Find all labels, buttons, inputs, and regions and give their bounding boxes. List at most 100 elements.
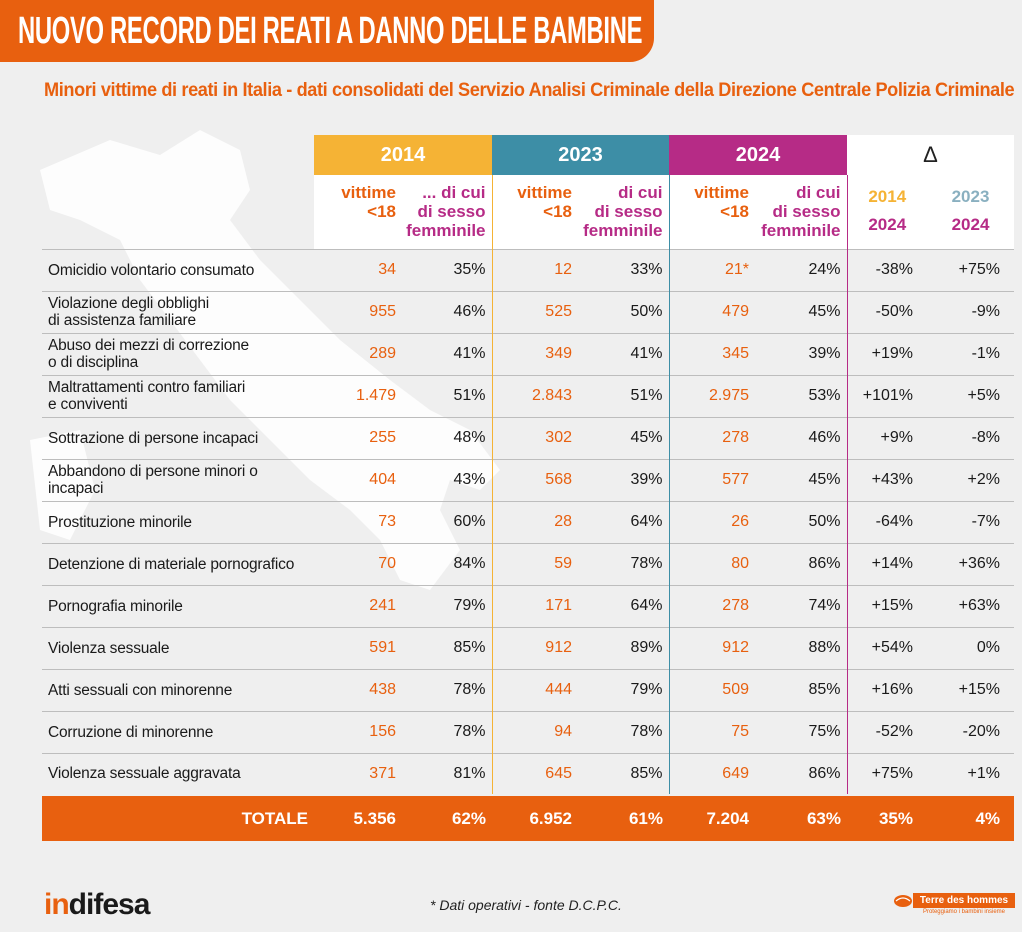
cell-2023-victims: 171 [491, 584, 578, 627]
delta-header: Δ [847, 135, 1015, 175]
cell-2023-female: 45% [578, 416, 669, 459]
cell-2014-victims: 156 [314, 710, 402, 753]
crime-label: Omicidio volontario consumato [42, 248, 314, 291]
cell-2024-victims: 278 [668, 416, 755, 459]
crime-label: Violenza sessuale aggravata [42, 752, 314, 795]
total-2014-female: 62% [402, 794, 492, 841]
cell-delta-2014-2024: -38% [846, 248, 927, 291]
cell-delta-2023-2024: +63% [927, 584, 1015, 627]
cell-2024-female: 39% [755, 332, 847, 375]
table-body: Omicidio volontario consumato 34 35% 12 33% 2… [42, 248, 1015, 795]
indifesa-logo: indifesa [44, 888, 150, 921]
subheader-2024-victims: vittime <18 [668, 175, 755, 249]
cell-2024-female: 85% [755, 668, 847, 711]
cell-2024-female: 86% [755, 542, 847, 585]
crime-label: Maltrattamenti contro familiari e convive… [42, 374, 314, 417]
cell-2023-female: 64% [578, 500, 669, 543]
crime-label-line: Detenzione di materiale pornografico [48, 555, 295, 573]
subheader-delta-2023-2024: 2023 2024 [927, 175, 1015, 249]
cell-2023-female: 78% [578, 542, 669, 585]
cell-2024-female: 88% [755, 626, 847, 669]
cell-2023-female: 39% [578, 458, 669, 501]
cell-2024-victims: 278 [668, 584, 755, 627]
cell-2024-female: 45% [755, 290, 847, 333]
cell-2023-female: 50% [578, 290, 669, 333]
cell-delta-2014-2024: +16% [846, 668, 927, 711]
cell-delta-2014-2024: +15% [846, 584, 927, 627]
cell-2024-victims: 912 [668, 626, 755, 669]
cell-2024-victims: 479 [668, 290, 755, 333]
cell-2023-female: 85% [578, 752, 669, 795]
cell-2014-female: 81% [402, 752, 492, 795]
cell-2024-female: 50% [755, 500, 847, 543]
subheader-2024-female: di cui di sesso femminile [755, 175, 847, 249]
cell-2014-victims: 1.479 [314, 374, 402, 417]
cell-delta-2023-2024: +1% [927, 752, 1015, 795]
cell-2014-female: 41% [402, 332, 492, 375]
crime-label-line: Abuso dei mezzi di correzione [48, 337, 249, 354]
subheader-2023-female: di cui di sesso femminile [578, 175, 669, 249]
cell-2024-female: 45% [755, 458, 847, 501]
crime-label: Abuso dei mezzi di correzione o di discip… [42, 332, 314, 375]
header-spacer [42, 135, 314, 175]
cell-2024-female: 53% [755, 374, 847, 417]
total-row: TOTALE 5.356 62% 6.952 61% 7.204 63% 35%… [42, 794, 1015, 841]
crime-label-line: Abbandono di persone minori o incapaci [48, 463, 258, 497]
cell-2024-victims: 649 [668, 752, 755, 795]
crime-label-line: di assistenza familiare [48, 312, 196, 329]
cell-2014-victims: 404 [314, 458, 402, 501]
cell-2023-victims: 2.843 [491, 374, 578, 417]
title-banner: NUOVO RECORD DEI REATI A DANNO DELLE BAM… [0, 0, 654, 62]
subheader-2023-victims: vittime <18 [491, 175, 578, 249]
crime-label-line: Sottrazione di persone incapaci [48, 429, 259, 447]
cell-2023-victims: 12 [491, 248, 578, 291]
cell-delta-2023-2024: +15% [927, 668, 1015, 711]
cell-2014-victims: 255 [314, 416, 402, 459]
cell-2023-female: 78% [578, 710, 669, 753]
cell-2024-victims: 509 [668, 668, 755, 711]
crime-label: Abbandono di persone minori o incapaci [42, 458, 314, 501]
crime-label: Corruzione di minorenne [42, 710, 314, 753]
cell-2014-female: 35% [402, 248, 492, 291]
cell-delta-2014-2024: -64% [846, 500, 927, 543]
cell-delta-2023-2024: 0% [927, 626, 1015, 669]
year-header-2014: 2014 [314, 135, 492, 175]
cell-2024-female: 75% [755, 710, 847, 753]
crime-label-line: Violenza sessuale aggravata [48, 765, 241, 783]
subheader-2014-female: ... di cui di sesso femminile [402, 175, 492, 249]
subheader-2014-victims: vittime <18 [314, 175, 402, 249]
cell-2023-female: 33% [578, 248, 669, 291]
table-row: Prostituzione minorile 73 60% 28 64% 26 50% -64… [42, 500, 1015, 543]
table-row: Violenza sessuale aggravata 371 81% 645 85% 6… [42, 752, 1015, 795]
table-row: Maltrattamenti contro familiari e convive… [42, 374, 1015, 417]
cell-2023-victims: 59 [491, 542, 578, 585]
table-row: Abbandono di persone minori o incapaci 40… [42, 458, 1015, 501]
crime-label-line: Pornografia minorile [48, 597, 183, 615]
cell-2023-victims: 28 [491, 500, 578, 543]
crime-label-line: o di disciplina [48, 354, 139, 371]
cell-delta-2023-2024: +75% [927, 248, 1015, 291]
cell-2014-victims: 289 [314, 332, 402, 375]
cell-2024-victims: 75 [668, 710, 755, 753]
cell-delta-2023-2024: +36% [927, 542, 1015, 585]
subtitle-text: Minori vittime di reati in Italia - dati… [44, 80, 1015, 101]
cell-2014-female: 43% [402, 458, 492, 501]
table-row: Atti sessuali con minorenne 438 78% 444 79% 5… [42, 668, 1015, 711]
total-2014-victims: 5.356 [314, 794, 402, 841]
crime-table: 2014 2023 2024 Δ vittime <18 ... di cui di… [42, 135, 1015, 841]
cell-delta-2014-2024: +101% [846, 374, 927, 417]
subheader-spacer [42, 175, 314, 249]
total-delta-2023-2024: 4% [927, 794, 1015, 841]
globe-icon [894, 895, 912, 907]
table-row: Violazione degli obblighi di assistenza f… [42, 290, 1015, 333]
crime-label-line: Violenza sessuale [48, 639, 170, 657]
cell-delta-2014-2024: +75% [846, 752, 927, 795]
cell-delta-2014-2024: +43% [846, 458, 927, 501]
subtitle: Minori vittime di reati in Italia - dati… [44, 80, 1015, 102]
cell-2024-female: 24% [755, 248, 847, 291]
terre-des-hommes-logo: Terre des hommes Proteggiamo i bambini i… [893, 893, 1015, 917]
crime-label: Atti sessuali con minorenne [42, 668, 314, 711]
cell-2024-female: 46% [755, 416, 847, 459]
cell-2023-female: 79% [578, 668, 669, 711]
